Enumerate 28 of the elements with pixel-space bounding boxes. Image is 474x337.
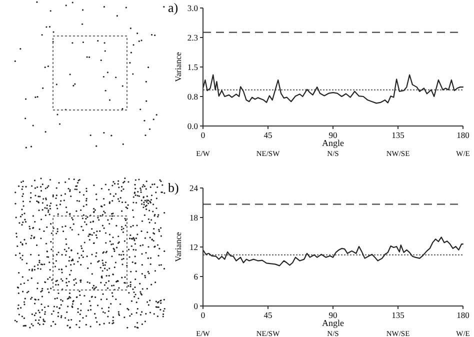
x-tick-label: 135 [392,130,404,140]
y-axis-title: Variance [173,232,183,262]
line-series [202,236,464,266]
y-tick-label: 1.5 [187,62,198,72]
y-tick-label: 6 [194,272,198,282]
y-tick-label: 0 [194,301,198,311]
x-tick-label: 180 [456,310,470,320]
chart-title: a) [168,0,178,15]
y-tick-label: 3.0 [187,3,198,13]
y-tick-label: 12 [190,242,198,252]
x-axis-title: Angle [322,138,344,148]
y-axis-title: Variance [173,52,183,82]
x-tick-label: 45 [264,310,272,320]
x-tick-label: 90 [328,130,338,140]
x-tick-label: 90 [328,310,338,320]
y-tick-label: 18 [190,212,198,222]
y-tick-label: 24 [190,183,199,193]
y-tick-label: 2.3 [187,32,198,42]
y-tick-label: 0.8 [187,92,198,102]
x-axis-title: Angle [322,318,344,328]
x-tick-label: 0 [200,310,206,320]
x-tick-label: 180 [456,130,470,140]
line-series [202,74,464,104]
x-tick-label: 0 [200,130,206,140]
y-tick-label: 0.0 [187,121,198,131]
x-tick-label: 45 [264,130,272,140]
x-tick-label: 135 [392,310,404,320]
chart-title: b) [168,180,179,195]
